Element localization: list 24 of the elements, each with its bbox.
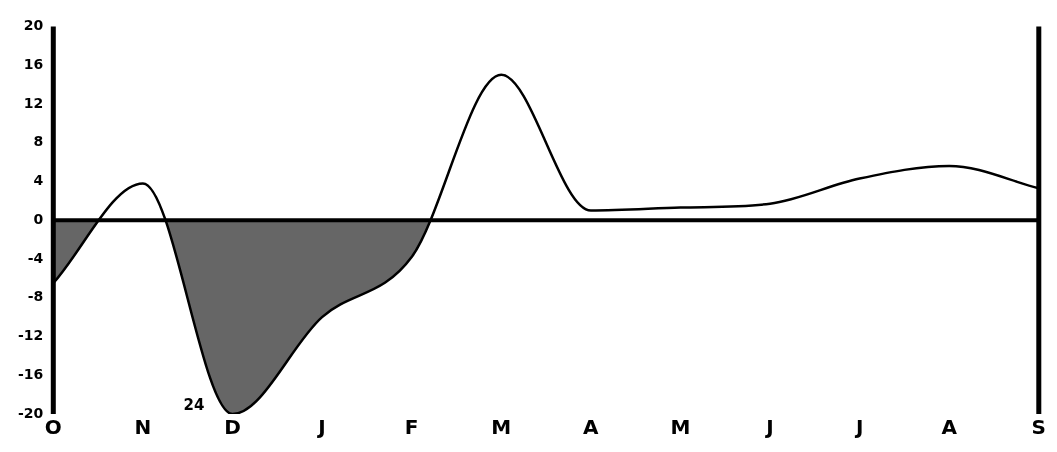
x-tick-label: F (404, 415, 419, 440)
y-tick-label: -4 (27, 249, 44, 266)
y-tick-label: 20 (23, 17, 44, 34)
x-tick-label: M (491, 415, 512, 440)
y-tick-label: 12 (23, 94, 44, 111)
y-tick-label: 0 (33, 210, 44, 227)
y-tick-label: 8 (33, 133, 44, 150)
x-tick-label: D (224, 415, 241, 440)
y-tick-label: 16 (23, 55, 44, 72)
x-tick-label: A (583, 415, 600, 440)
y-tick-label: -12 (18, 327, 44, 344)
y-tick-label: -16 (18, 365, 44, 382)
x-tick-label: A (941, 415, 958, 440)
x-tick-label: N (134, 415, 152, 440)
x-tick-label: J (764, 415, 774, 440)
annotation: 24 (183, 396, 205, 415)
y-tick-label: -20 (18, 404, 44, 421)
x-tick-label: O (44, 415, 62, 440)
y-tick-label: -8 (27, 288, 44, 305)
x-tick-label: J (853, 415, 864, 440)
x-tick-label: J (316, 415, 326, 440)
x-tick-label: S (1031, 415, 1046, 440)
x-tick-label: M (670, 415, 691, 440)
y-tick-label: 4 (33, 172, 44, 189)
